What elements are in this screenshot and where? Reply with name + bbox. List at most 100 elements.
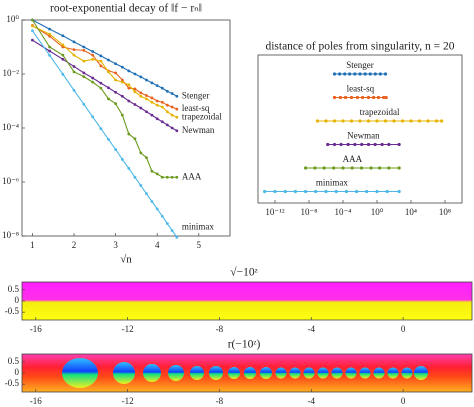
pole xyxy=(426,119,430,123)
bubble xyxy=(359,367,371,379)
point xyxy=(82,45,86,49)
pole xyxy=(332,166,336,170)
point xyxy=(31,24,34,28)
bubble xyxy=(190,366,204,380)
y-tick-label: 10⁻⁴ xyxy=(2,122,19,132)
point xyxy=(133,137,137,141)
point xyxy=(114,90,117,94)
pole xyxy=(341,119,345,123)
point xyxy=(72,40,76,44)
point xyxy=(150,96,154,100)
pole xyxy=(417,119,422,123)
pole xyxy=(382,95,386,100)
y-tick-label: -0.5 xyxy=(5,378,20,388)
point xyxy=(120,94,124,98)
pole xyxy=(365,189,369,194)
x-tick-label: 4 xyxy=(155,240,160,250)
point xyxy=(127,166,131,170)
point xyxy=(61,53,65,57)
pole xyxy=(380,142,384,147)
point xyxy=(133,72,137,76)
point xyxy=(114,71,117,75)
point xyxy=(120,78,124,82)
series-label: trapezoidal xyxy=(182,111,222,121)
row-label: Stenger xyxy=(346,60,374,70)
bubble xyxy=(113,362,135,384)
pole xyxy=(375,119,379,123)
chart-title: root-exponential decay of ‖f − rₙ‖ xyxy=(50,3,202,15)
y-tick-label: 0.5 xyxy=(8,356,20,366)
point xyxy=(145,192,148,196)
point xyxy=(160,100,164,104)
chart-title: r(−10ᶻ) xyxy=(228,339,261,351)
point xyxy=(127,69,131,73)
bubble xyxy=(244,367,256,379)
series-line xyxy=(31,19,177,178)
bubble xyxy=(62,358,98,388)
pole xyxy=(366,119,371,123)
x-tick-label: 10⁸ xyxy=(439,207,451,217)
x-tick-label: 0 xyxy=(401,324,406,334)
pole xyxy=(343,95,348,100)
bubble xyxy=(303,367,315,379)
point xyxy=(48,49,52,53)
x-tick-label: 5 xyxy=(197,240,202,250)
pole xyxy=(346,142,350,147)
bubble xyxy=(345,367,357,379)
pole xyxy=(366,142,371,147)
x-tick-label: 10⁻⁸ xyxy=(301,207,318,217)
pole xyxy=(332,142,337,147)
bubble xyxy=(401,367,413,379)
point xyxy=(99,64,103,68)
point xyxy=(170,126,174,130)
point xyxy=(114,78,117,82)
point xyxy=(82,59,86,63)
x-tick-label: 1 xyxy=(30,240,35,250)
point xyxy=(155,117,159,121)
x-tick-label: -8 xyxy=(216,324,224,334)
pole xyxy=(372,95,376,100)
point xyxy=(82,71,86,75)
point xyxy=(114,148,117,151)
point xyxy=(91,53,95,57)
point xyxy=(107,86,110,90)
pole xyxy=(358,119,362,123)
pole xyxy=(378,72,382,76)
pole xyxy=(409,119,413,123)
y-tick-label: 10⁻⁸ xyxy=(2,230,19,240)
pole xyxy=(349,95,354,100)
pole xyxy=(397,189,401,194)
point xyxy=(139,184,143,187)
pole xyxy=(263,189,267,194)
pole xyxy=(355,189,359,194)
point xyxy=(31,38,34,42)
point xyxy=(127,86,131,90)
pole xyxy=(332,95,337,100)
y-tick-label: -0.5 xyxy=(5,306,20,316)
y-tick-label: 0.5 xyxy=(8,284,20,294)
point xyxy=(139,106,143,110)
x-tick-label: -4 xyxy=(308,396,316,406)
x-tick-label: -8 xyxy=(216,396,224,406)
pole xyxy=(324,119,328,123)
pole xyxy=(332,72,337,76)
pole xyxy=(293,189,297,194)
point xyxy=(99,59,103,63)
bubble xyxy=(289,367,301,379)
point xyxy=(48,34,52,38)
pole xyxy=(373,142,377,147)
point xyxy=(160,86,164,90)
point xyxy=(72,70,76,74)
point xyxy=(170,105,174,109)
pole xyxy=(373,72,377,76)
point xyxy=(133,103,137,106)
series-label: least-sq xyxy=(182,103,210,113)
bubble xyxy=(260,367,272,379)
series-label: AAA xyxy=(182,171,202,181)
bubble xyxy=(168,365,184,381)
plot-frame xyxy=(257,54,463,204)
point xyxy=(139,91,143,95)
bubble xyxy=(143,364,161,382)
pole xyxy=(324,189,328,194)
pole xyxy=(368,72,372,76)
